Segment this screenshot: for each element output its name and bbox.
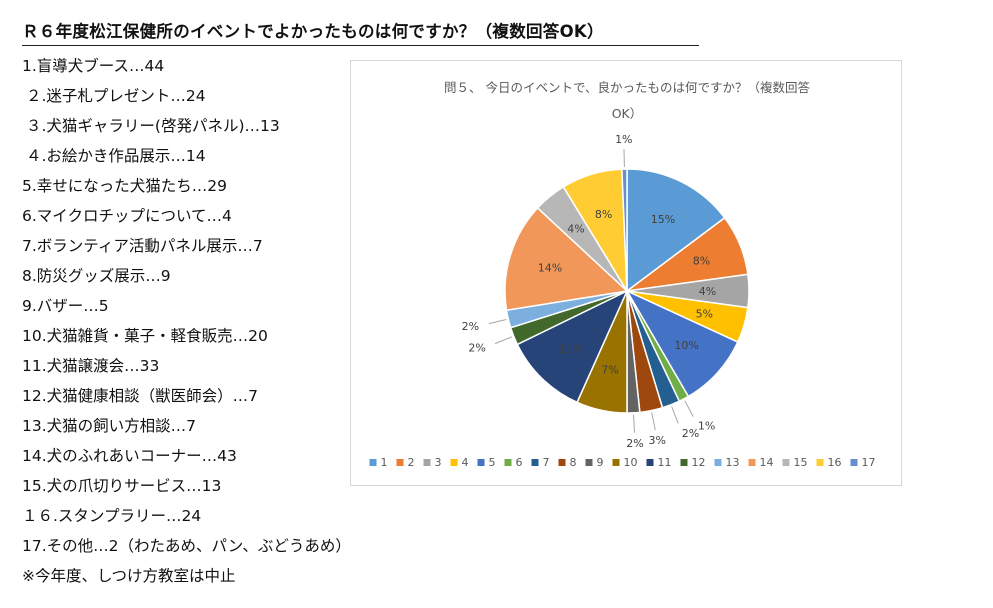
data-label: 8% [595,208,612,221]
chart-title: 問５、 今日のイベントで、良かったものは何ですか？（複数回答 [444,80,810,95]
data-label: 3% [648,434,665,447]
legend-label: 15 [794,456,808,469]
legend-swatch [748,459,756,466]
legend-label: 7 [543,456,550,469]
list-item: 12.犬猫健康相談（獣医師会）…7 [22,387,259,405]
data-label: 15% [651,213,675,226]
legend-swatch [558,459,566,466]
data-label: 14% [538,262,562,275]
data-label: 4% [567,223,584,236]
legend-swatch [850,459,858,466]
leader-line [651,412,656,431]
legend-label: 5 [489,456,496,469]
list-item: 13.犬猫の飼い方相談…7 [22,417,197,435]
list-item: 1.盲導犬ブース…44 [22,57,165,75]
legend-swatch [585,459,593,466]
legend-swatch [450,459,458,466]
legend-label: 17 [862,456,876,469]
list-item: １６.スタンプラリー…24 [22,507,202,525]
data-label: 8% [693,254,710,267]
legend-label: 8 [570,456,577,469]
legend-label: 6 [516,456,523,469]
pie-chart-panel: 問５、 今日のイベントで、良かったものは何ですか？（複数回答 OK） 15% 8% 4%… [350,60,902,486]
list-item: 15.犬の爪切りサービス…13 [22,477,222,495]
legend-swatch [531,459,539,466]
data-label: 7% [601,364,618,377]
leader-line [494,336,512,345]
legend-label: 4 [462,456,469,469]
pie-chart: 問５、 今日のイベントで、良かったものは何ですか？（複数回答OK）15%8%4%… [369,80,876,469]
pie-slice-5 [625,289,739,398]
pie-slice-17 [621,168,628,292]
leader-line [671,406,679,424]
legend-swatch [396,459,404,466]
pie-slice-1 [626,168,726,293]
leader-line [488,319,507,325]
legend-swatch [612,459,620,466]
data-label: 2% [462,320,479,333]
legend-label: 9 [597,456,604,469]
list-item: ３.犬猫ギャラリー(啓発パネル)…13 [26,117,280,135]
legend-swatch [504,459,512,466]
data-label: 10% [674,339,698,352]
pie-slice-14 [504,206,629,312]
list-item: 6.マイクロチップについて…4 [22,207,232,225]
legend-swatch [477,459,485,466]
data-label: 2% [468,341,485,354]
legend-label: 13 [726,456,740,469]
list-item: 11.犬猫譲渡会…33 [22,357,160,375]
list-item: ２.迷子札プレゼント…24 [26,87,206,105]
list-item: ４.お絵かき作品展示…14 [26,147,206,165]
data-label: 11% [559,343,583,356]
legend-label: 16 [828,456,842,469]
legend-label: 1 [381,456,388,469]
legend-label: 11 [658,456,672,469]
legend-swatch [423,459,431,466]
legend-swatch [816,459,824,466]
legend-label: 14 [760,456,774,469]
list-item: 5.幸せになった犬猫たち…29 [22,177,228,195]
data-label: 4% [699,285,716,298]
list-item: 7.ボランティア活動パネル展示…7 [22,237,263,255]
legend-label: 12 [692,456,706,469]
legend-swatch [714,459,722,466]
data-label: 2% [626,437,643,450]
legend-label: 3 [435,456,442,469]
data-label: 1% [698,420,715,433]
legend-label: 10 [624,456,638,469]
list-item: ※今年度、しつけ方教室は中止 [22,567,236,585]
page-heading: Ｒ６年度松江保健所のイベントでよかったものは何ですか？（複数回答OK） [22,22,604,41]
leader-line [684,400,694,417]
pie-slice-11 [516,289,629,404]
legend-swatch [369,459,377,466]
list-item: 8.防災グッズ展示…9 [22,267,171,285]
leader-line [633,414,635,433]
legend-label: 2 [408,456,415,469]
legend-swatch [646,459,654,466]
list-item: 9.バザー…5 [22,297,109,315]
legend-swatch [680,459,688,466]
data-label: 5% [696,308,713,321]
list-item: 17.その他…2（わたあめ、パン、ぶどうあめ） [22,537,351,555]
chart-title: OK） [612,106,643,121]
data-label: 1% [615,133,632,146]
list-item: 14.犬のふれあいコーナー…43 [22,447,237,465]
event-list: 1.盲導犬ブース…44 ２.迷子札プレゼント…24 ３.犬猫ギャラリー(啓発パネ… [22,51,351,591]
data-label: 2% [682,427,699,440]
legend-swatch [782,459,790,466]
list-item: 10.犬猫雑貨・菓子・軽食販売…20 [22,327,268,345]
heading-underline [22,45,699,46]
